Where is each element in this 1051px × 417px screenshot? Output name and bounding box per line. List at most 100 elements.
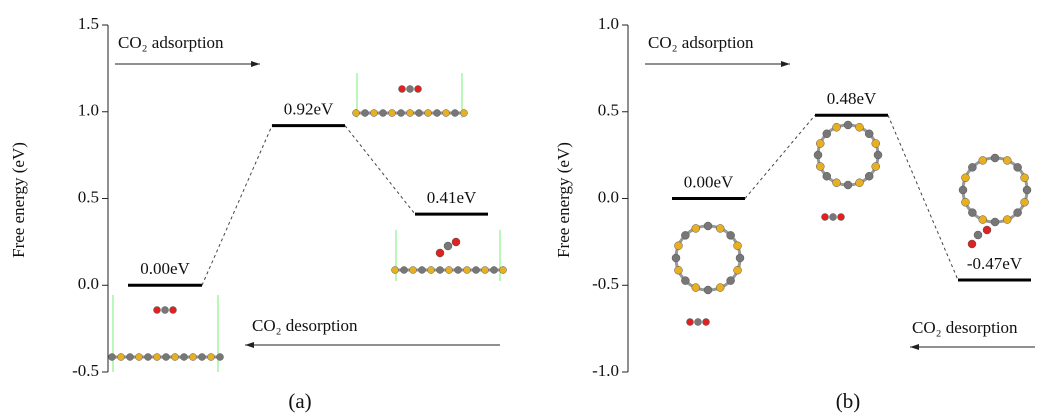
connector [345,126,415,214]
atom [436,249,444,257]
atom [444,242,452,250]
atom [716,284,724,292]
atom [461,110,468,117]
atom [823,172,831,180]
arrow-head [910,344,919,350]
y-tick-label: -0.5 [72,361,99,380]
atom [491,267,498,274]
figure: -0.5 0.0 0.5 1.0 1.5 Free energy (eV) (a) 0.00e… [0,0,1051,417]
atom [419,267,426,274]
atom [959,186,967,194]
atom [695,319,702,326]
atom [687,319,694,326]
atom [672,254,680,262]
y-tick-label: 0.0 [78,274,99,293]
connector [202,126,272,286]
atom [1023,186,1031,194]
atom [162,307,169,314]
y-tick-label: 0.5 [78,187,99,206]
y-tick-label: 1.5 [78,14,99,33]
panel-label: (b) [836,389,861,413]
atom [401,267,408,274]
atom [415,86,422,93]
atom [838,214,845,221]
atom [968,240,976,248]
atom [1021,174,1029,182]
atom [974,231,982,239]
atom [407,86,414,93]
atom [181,354,188,361]
atom [991,154,999,162]
atom [190,354,197,361]
atom [823,130,831,138]
atom [816,162,824,170]
atom [389,110,396,117]
y-tick-label: 1.0 [78,101,99,120]
atom [844,121,852,129]
atom [1003,156,1011,164]
atom [407,110,414,117]
atom [452,238,460,246]
atom [872,162,880,170]
value-label: -0.47eV [967,254,1023,273]
arrow-head [245,342,254,348]
atom [703,319,710,326]
atom [961,198,969,206]
atom [814,151,822,159]
atom [734,266,742,274]
y-tick-label: 0.0 [598,187,619,206]
atom [425,110,432,117]
arrow-head [781,61,790,67]
atom [154,354,161,361]
atom [434,110,441,117]
atom [968,209,976,217]
atom [734,242,742,250]
atom [500,267,507,274]
atom [392,267,399,274]
atom [154,307,161,314]
atom [163,354,170,361]
atom [855,123,863,131]
panel-label: (a) [288,389,311,413]
atom [874,151,882,159]
atom [443,110,450,117]
atom [473,267,480,274]
atom [979,216,987,224]
y-axis-title: Free energy (eV) [554,142,573,258]
atom [674,242,682,250]
value-label: 0.00eV [140,259,190,278]
value-label: 0.48eV [827,89,877,108]
atom [371,110,378,117]
atom [674,266,682,274]
atom [353,110,360,117]
atom [872,140,880,148]
atom [833,123,841,131]
y-tick-label: -0.5 [592,274,619,293]
atom [844,181,852,189]
atom [1014,163,1022,171]
atom [170,307,177,314]
atom [136,354,143,361]
annotation: CO₂ desorption [252,316,358,335]
annotation: CO₂ desorption [912,318,1018,337]
atom [704,286,712,294]
atom [455,267,462,274]
atom [437,267,444,274]
value-label: 0.00eV [684,172,734,191]
atom [452,110,459,117]
atom [865,172,873,180]
atom [1014,209,1022,217]
atom [399,86,406,93]
atom [692,284,700,292]
atom [416,110,423,117]
atom [464,267,471,274]
atom [1021,198,1029,206]
atom [830,214,837,221]
atom [727,231,735,239]
atom [482,267,489,274]
atom [736,254,744,262]
arrow-head [251,61,260,67]
connector [888,115,958,280]
atom [362,110,369,117]
atom [704,222,712,230]
